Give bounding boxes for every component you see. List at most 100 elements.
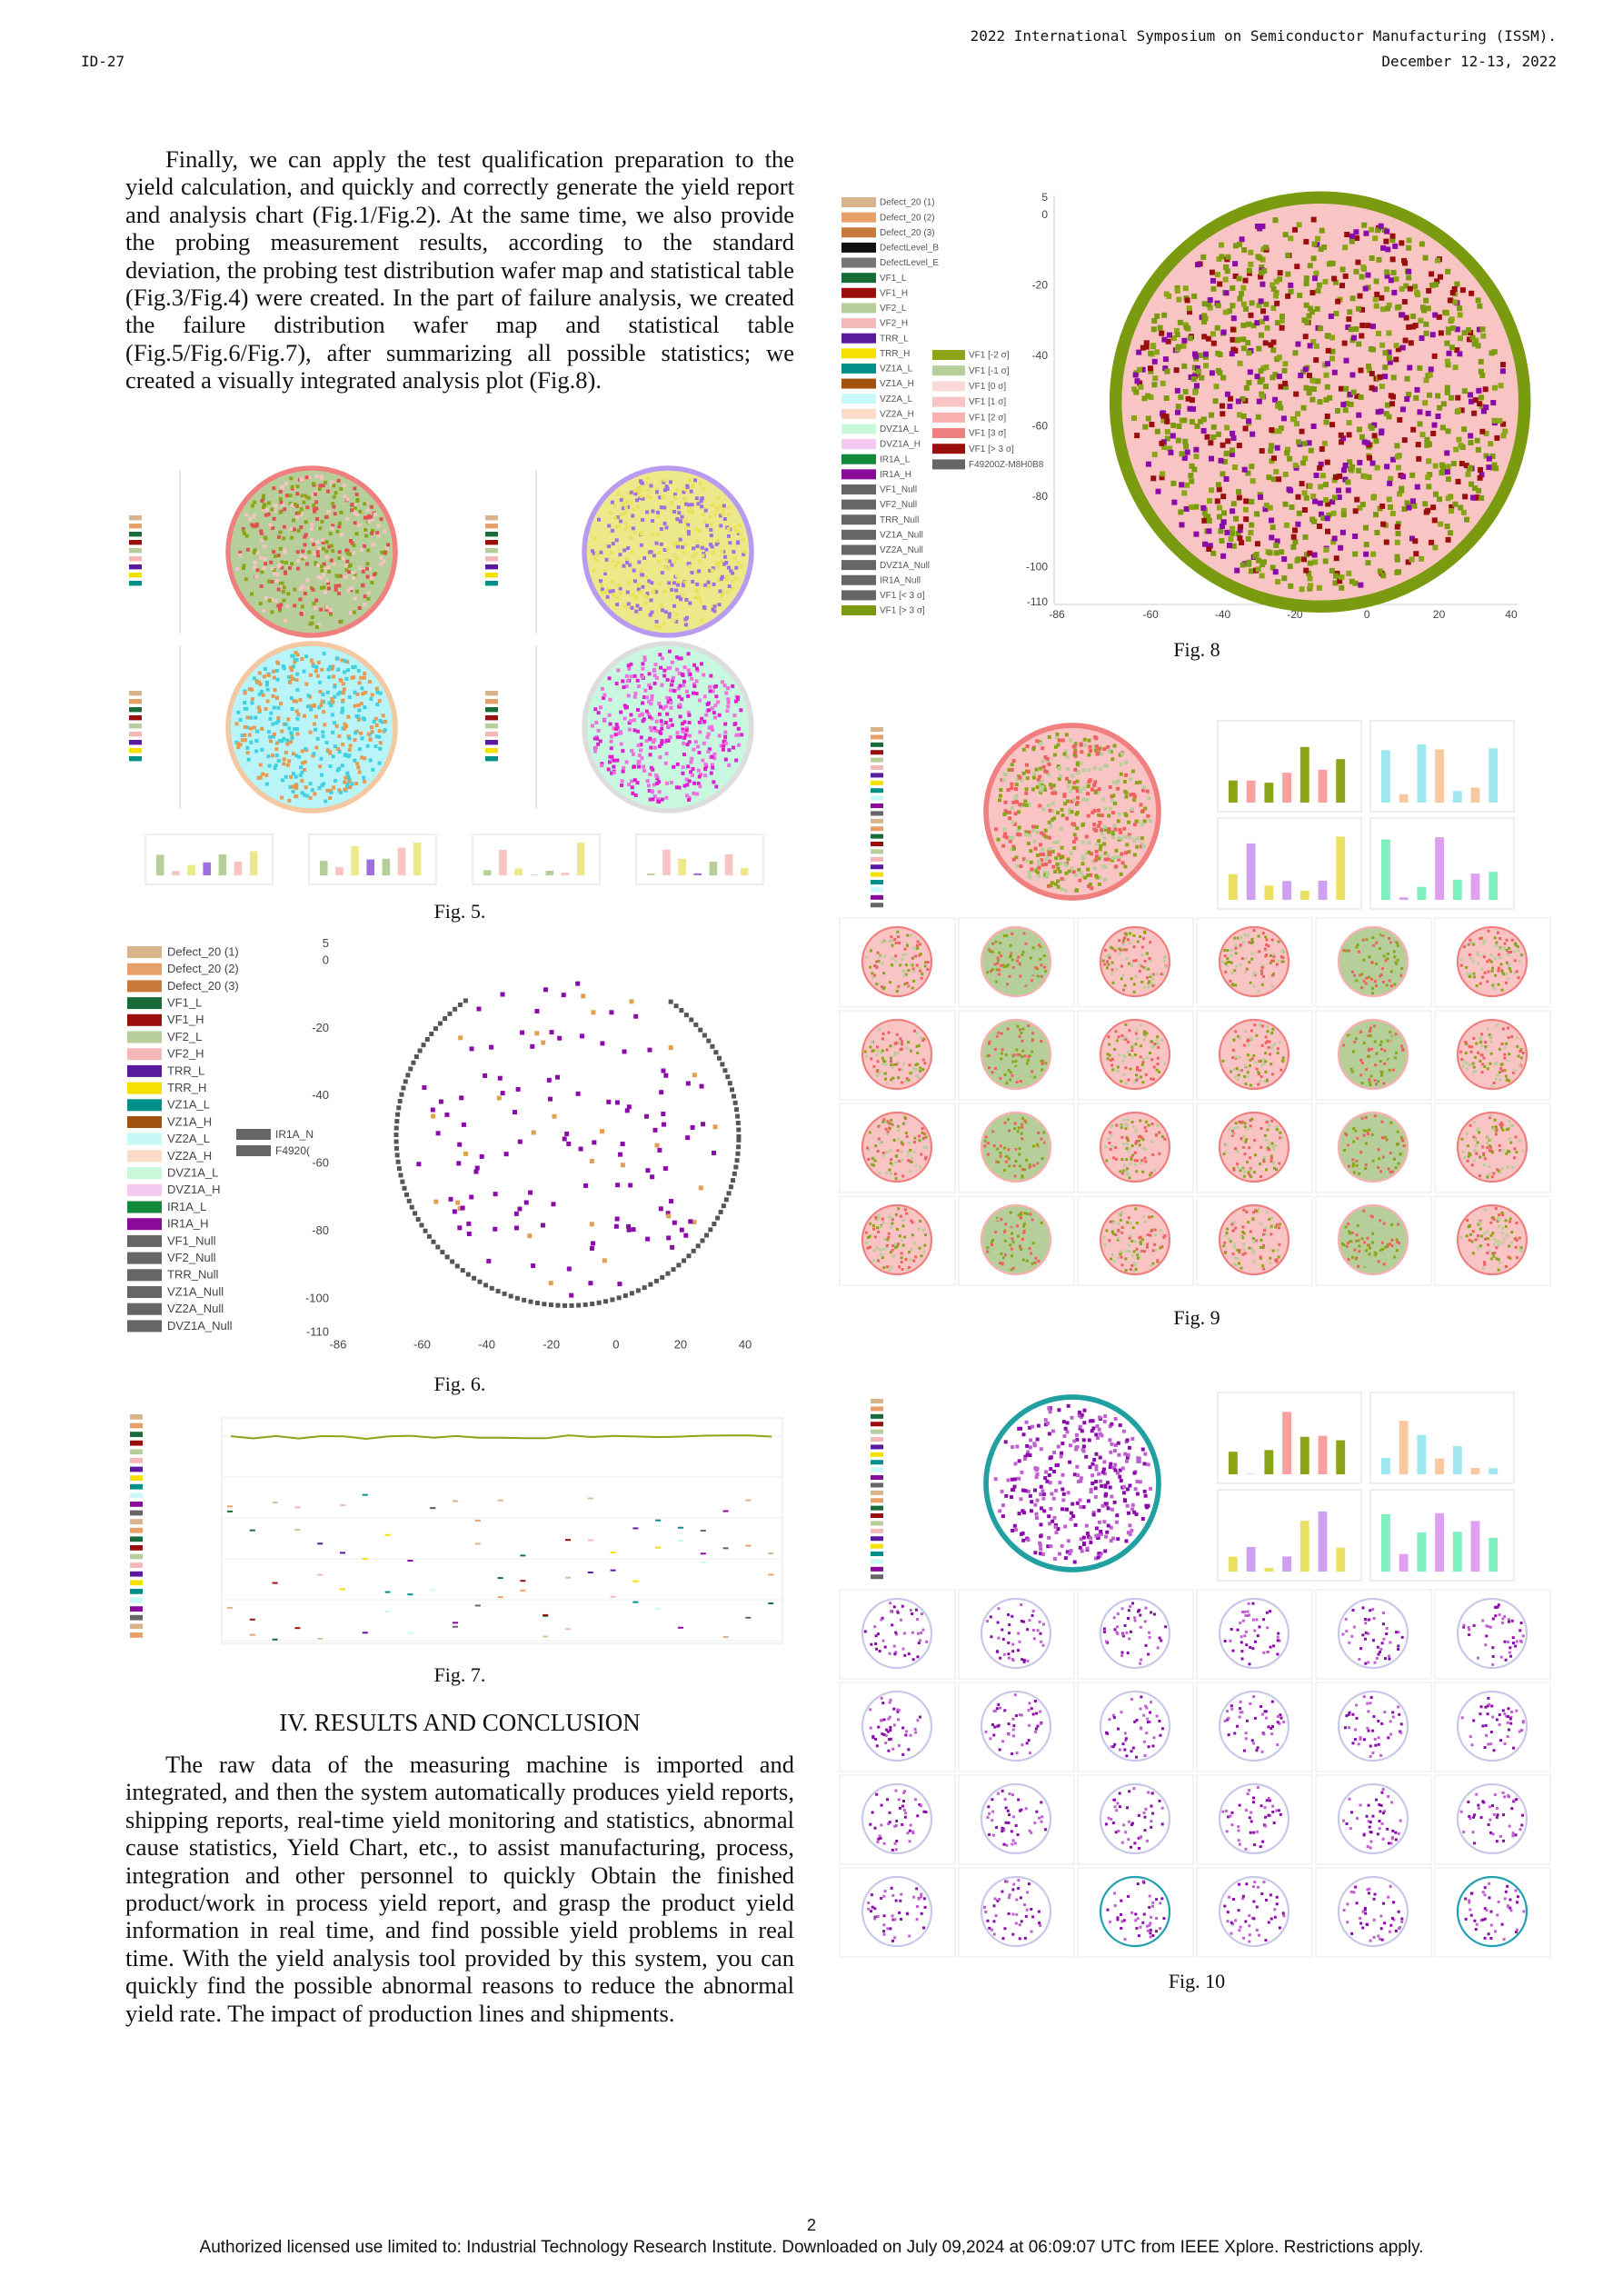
die xyxy=(1494,973,1498,977)
die xyxy=(1276,1052,1279,1055)
die xyxy=(1271,973,1275,977)
die xyxy=(1330,539,1337,545)
die xyxy=(346,754,351,759)
die xyxy=(1058,869,1062,873)
legend-swatch xyxy=(841,197,876,207)
die xyxy=(1239,236,1245,243)
die xyxy=(262,566,266,571)
die xyxy=(345,771,350,775)
die xyxy=(1210,285,1217,292)
die xyxy=(357,747,362,752)
die xyxy=(1235,398,1241,404)
x-tick-label: -60 xyxy=(1142,608,1159,621)
die xyxy=(310,537,314,542)
die xyxy=(1369,1083,1372,1087)
die xyxy=(629,662,633,666)
die xyxy=(1382,954,1386,958)
die xyxy=(569,1293,574,1298)
die xyxy=(1189,504,1195,510)
die xyxy=(1193,383,1200,389)
y-tick-label: 5 xyxy=(1041,191,1048,204)
die xyxy=(1328,313,1334,319)
die xyxy=(649,745,653,750)
die xyxy=(1079,870,1083,874)
die xyxy=(612,726,616,731)
die xyxy=(1503,1053,1507,1056)
die xyxy=(1502,1042,1506,1045)
die xyxy=(621,749,625,754)
die xyxy=(1429,282,1436,288)
die xyxy=(325,578,330,583)
die xyxy=(247,733,252,737)
die xyxy=(1110,811,1115,815)
die xyxy=(338,690,343,694)
die xyxy=(339,510,344,514)
die xyxy=(681,729,685,734)
die xyxy=(704,713,709,717)
die xyxy=(919,1036,922,1040)
die xyxy=(1002,834,1007,839)
die xyxy=(332,721,336,725)
die xyxy=(645,592,650,596)
die xyxy=(1349,233,1356,239)
die xyxy=(1389,237,1396,244)
die xyxy=(334,491,338,495)
die xyxy=(635,487,640,492)
die xyxy=(650,694,654,698)
die xyxy=(1256,345,1262,352)
die xyxy=(1124,1066,1128,1070)
die xyxy=(630,501,634,505)
die xyxy=(1001,989,1005,993)
die xyxy=(992,981,996,984)
die xyxy=(276,719,281,724)
die xyxy=(1266,1030,1270,1033)
die xyxy=(1096,746,1100,751)
die xyxy=(1177,319,1183,325)
die xyxy=(1087,850,1091,854)
die xyxy=(1407,364,1413,371)
die xyxy=(1011,846,1016,851)
die xyxy=(626,1223,632,1229)
die xyxy=(622,765,626,770)
die xyxy=(889,1044,892,1048)
die xyxy=(1263,301,1270,307)
die xyxy=(1389,986,1392,990)
die xyxy=(1103,851,1108,855)
die xyxy=(1262,384,1269,390)
die xyxy=(1347,309,1353,315)
die xyxy=(1092,744,1097,749)
die xyxy=(1268,447,1274,454)
edge-die xyxy=(400,1179,405,1184)
die xyxy=(314,561,318,565)
die xyxy=(641,666,645,671)
die xyxy=(1146,976,1150,980)
die xyxy=(327,544,332,549)
die xyxy=(1141,788,1146,793)
die xyxy=(1024,830,1029,834)
die xyxy=(280,560,284,564)
die xyxy=(724,560,729,564)
y-tick-label: -110 xyxy=(306,1325,329,1339)
die xyxy=(1388,393,1394,399)
die xyxy=(497,1075,503,1081)
die xyxy=(1329,499,1336,505)
die xyxy=(702,487,706,492)
die xyxy=(1394,524,1400,530)
die xyxy=(723,722,728,726)
legend-label: TRR_L xyxy=(167,1063,204,1077)
die xyxy=(728,541,732,545)
die xyxy=(1453,446,1459,453)
die xyxy=(1122,938,1126,942)
die xyxy=(557,1035,563,1041)
die xyxy=(633,1013,639,1019)
die xyxy=(1379,306,1386,313)
data-dash xyxy=(497,1596,503,1599)
die xyxy=(1458,443,1464,449)
die xyxy=(1505,948,1508,952)
die xyxy=(1444,340,1450,346)
die xyxy=(630,593,634,597)
die xyxy=(1039,790,1043,794)
die xyxy=(1013,796,1018,801)
die xyxy=(1355,979,1359,983)
die xyxy=(1081,797,1086,802)
